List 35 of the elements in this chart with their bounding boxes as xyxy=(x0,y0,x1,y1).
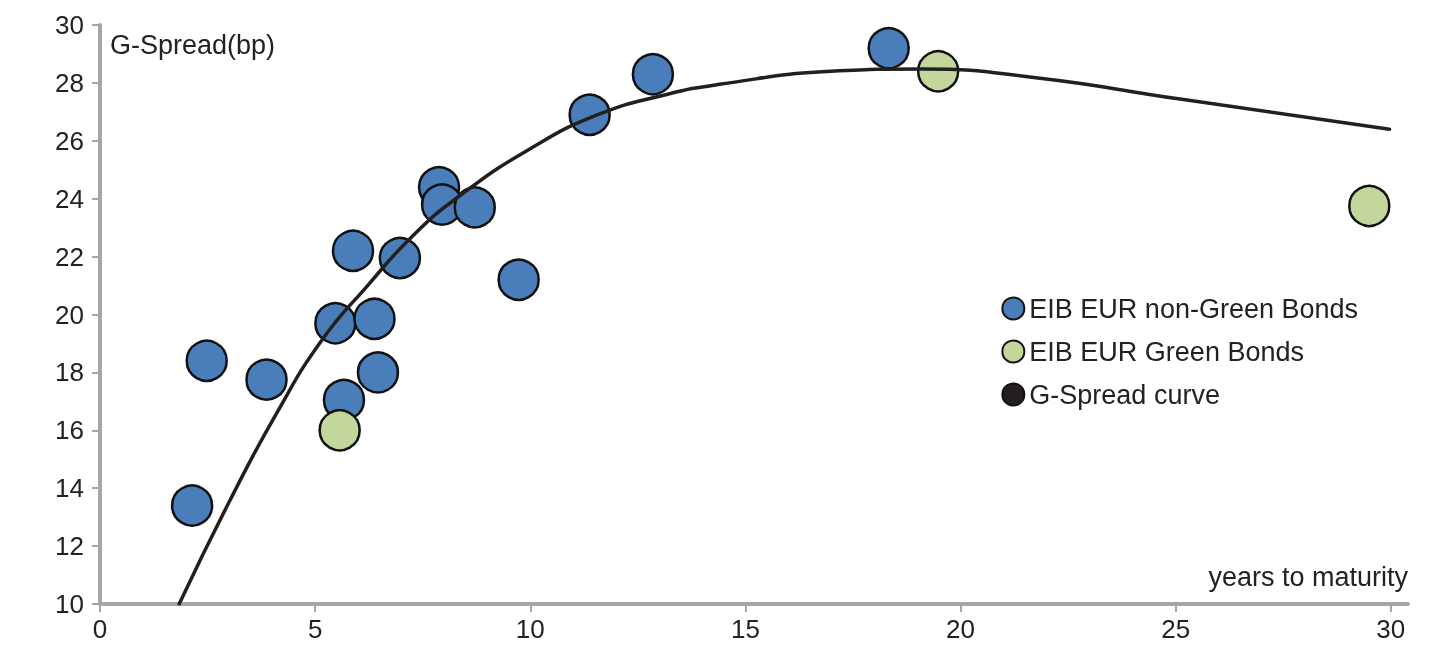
point xyxy=(867,26,910,70)
y-tick-label: 16 xyxy=(55,415,84,446)
x-tick-label: 15 xyxy=(730,614,760,644)
y-tick-label: 20 xyxy=(55,299,84,330)
point xyxy=(356,351,400,394)
point xyxy=(497,258,540,301)
point xyxy=(1348,184,1391,228)
y-tick-label: 28 xyxy=(55,67,84,98)
y-tick-label: 22 xyxy=(55,241,84,272)
point xyxy=(353,297,396,341)
x-tick-label: 20 xyxy=(946,614,975,644)
x-axis-title: years to maturity xyxy=(1208,561,1409,592)
x-tick-label: 30 xyxy=(1376,614,1406,644)
legend-label: G-Spread curve xyxy=(1029,379,1220,410)
y-tick-label: 26 xyxy=(55,125,84,156)
point xyxy=(331,229,375,273)
x-tick-label: 0 xyxy=(92,614,108,644)
x-tick-label: 25 xyxy=(1161,614,1191,644)
legend-label: EIB EUR Green Bonds xyxy=(1029,336,1304,367)
y-tick-label: 12 xyxy=(55,531,84,562)
y-tick-label: 18 xyxy=(55,357,84,388)
y-tick-label: 30 xyxy=(55,10,84,40)
x-tick-label: 5 xyxy=(307,614,323,644)
x-tick-label: 10 xyxy=(515,614,545,644)
point xyxy=(453,186,497,229)
legend-label: EIB EUR non-Green Bonds xyxy=(1029,293,1358,324)
y-tick-label: 24 xyxy=(55,183,84,214)
y-axis-title: G-Spread(bp) xyxy=(110,29,276,60)
point xyxy=(318,409,361,452)
point xyxy=(631,52,675,96)
point xyxy=(170,484,214,527)
point xyxy=(245,358,288,401)
point xyxy=(185,339,228,383)
y-tick-label: 14 xyxy=(55,473,84,504)
y-tick-label: 10 xyxy=(55,589,84,619)
